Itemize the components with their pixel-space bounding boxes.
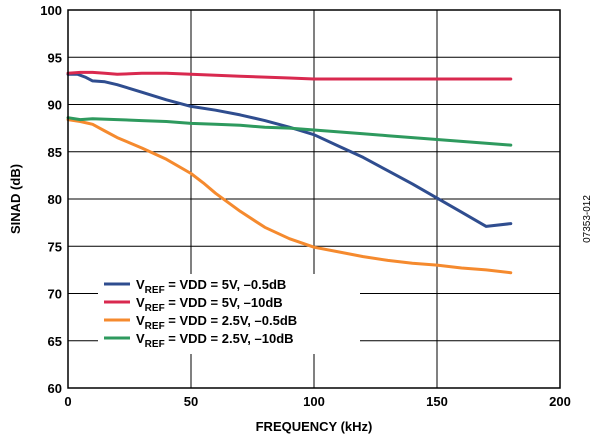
x-tick-label-1: 50 [184, 394, 198, 409]
y-tick-label-7: 95 [48, 50, 62, 65]
legend-label-3: VREF = VDD = 2.5V, –10dB [136, 331, 294, 350]
y-tick-label-1: 65 [48, 334, 62, 349]
y-tick-label-8: 100 [40, 3, 62, 18]
y-tick-label-6: 90 [48, 98, 62, 113]
y-tick-label-0: 60 [48, 381, 62, 396]
x-tick-label-2: 100 [303, 394, 325, 409]
tick-labels: 0 50 100 150 200 60 65 70 75 80 85 90 95 100 [40, 3, 571, 409]
series-line-0 [66, 72, 513, 228]
legend-label-2: VREF = VDD = 2.5V, –0.5dB [136, 313, 297, 332]
series-line-2 [66, 118, 513, 275]
series-lines [66, 70, 513, 275]
y-tick-label-4: 80 [48, 192, 62, 207]
y-tick-label-2: 70 [48, 287, 62, 302]
plot-frame [67, 9, 561, 389]
legend-box [98, 274, 360, 354]
x-tick-label-4: 200 [549, 394, 571, 409]
legend-label-0: VREF = VDD = 5V, –0.5dB [136, 277, 286, 296]
x-tick-label-0: 0 [64, 394, 71, 409]
y-tick-label-5: 85 [48, 145, 62, 160]
y-axis-title: SINAD (dB) [8, 164, 23, 234]
x-tick-label-3: 150 [426, 394, 448, 409]
y-tick-label-3: 75 [48, 239, 62, 254]
figure-id: 07353-012 [582, 195, 593, 243]
series-line-1 [66, 70, 513, 81]
x-axis-title: FREQUENCY (kHz) [256, 419, 373, 434]
series-line-3 [66, 116, 513, 147]
legend-label-1: VREF = VDD = 5V, –10dB [136, 295, 283, 314]
